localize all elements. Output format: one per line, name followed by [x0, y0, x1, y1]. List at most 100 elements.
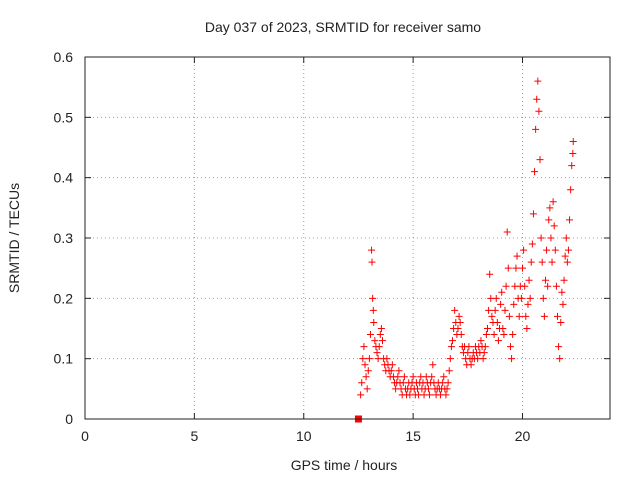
data-point — [522, 312, 530, 320]
data-point — [357, 391, 365, 399]
data-point — [492, 294, 500, 302]
data-point — [400, 373, 408, 381]
data-point — [569, 150, 577, 158]
data-point — [497, 300, 505, 308]
data-point — [501, 306, 509, 314]
data-point — [533, 95, 541, 103]
data-point — [442, 391, 450, 399]
data-point — [536, 156, 544, 164]
data-point — [364, 367, 372, 375]
data-point — [499, 325, 507, 332]
data-point — [369, 306, 377, 314]
data-point — [360, 343, 368, 351]
data-point — [510, 300, 518, 308]
data-point — [528, 240, 536, 248]
data-point — [526, 294, 534, 302]
data-point — [493, 318, 501, 326]
data-point — [551, 246, 559, 254]
data-point — [368, 258, 376, 266]
data-point — [552, 282, 560, 290]
data-point — [451, 306, 459, 314]
y-tick-label: 0.5 — [54, 109, 74, 125]
data-point — [566, 216, 574, 224]
data-point — [449, 337, 456, 345]
axes: 0 0.1 0.2 0.3 0.4 0.5 0.6 0 5 10 15 20 — [54, 49, 610, 444]
data-point — [428, 373, 436, 381]
data-point — [538, 258, 546, 266]
data-point — [456, 318, 464, 326]
data-point — [546, 204, 554, 212]
data-point — [457, 331, 465, 339]
data-point — [387, 367, 395, 375]
data-point — [395, 367, 403, 375]
x-tick-label: 15 — [405, 428, 421, 444]
data-point — [505, 312, 513, 320]
data-point — [362, 373, 370, 381]
data-point — [506, 343, 514, 351]
data-point — [488, 312, 496, 320]
data-point — [444, 379, 452, 387]
data-point — [549, 198, 557, 206]
data-point — [512, 264, 520, 272]
data-point — [383, 355, 391, 363]
data-point — [363, 385, 371, 393]
data-point — [555, 343, 563, 351]
data-point — [502, 282, 510, 290]
data-point — [564, 246, 572, 254]
data-point — [520, 246, 528, 254]
data-point — [556, 355, 564, 363]
data-point — [370, 318, 378, 326]
data-point — [527, 258, 535, 266]
data-point — [521, 282, 529, 290]
y-tick-label: 0.4 — [54, 170, 74, 186]
data-point — [494, 337, 502, 345]
data-point — [455, 312, 463, 320]
data-point — [454, 325, 462, 332]
y-axis-label: SRMTID / TECUs — [6, 183, 22, 293]
data-point — [524, 300, 532, 308]
data-point — [543, 246, 551, 254]
data-point — [567, 186, 575, 194]
data-points — [354, 77, 577, 423]
data-point — [563, 258, 571, 266]
data-point — [376, 331, 384, 339]
data-point — [539, 294, 547, 302]
y-tick-label: 0.1 — [54, 351, 74, 367]
data-point — [519, 264, 526, 272]
data-point — [409, 373, 417, 381]
data-point — [562, 234, 570, 242]
data-point — [541, 276, 549, 284]
y-tick-label: 0.3 — [54, 230, 74, 246]
chart-title: Day 037 of 2023, SRMTID for receiver sam… — [205, 19, 481, 35]
data-point — [535, 107, 543, 115]
data-point — [554, 312, 561, 320]
data-point — [361, 361, 369, 369]
data-point — [490, 331, 498, 339]
data-point — [477, 337, 485, 345]
x-axis-label: GPS time / hours — [291, 457, 398, 473]
data-point — [561, 252, 569, 260]
data-point — [509, 331, 517, 339]
data-point — [491, 306, 499, 314]
data-point — [358, 379, 366, 387]
data-point — [484, 325, 491, 332]
x-tick-label: 5 — [190, 428, 198, 444]
data-point — [560, 276, 568, 284]
plot-frame — [84, 56, 611, 420]
data-point — [486, 270, 494, 278]
data-point — [485, 306, 493, 314]
data-point — [532, 125, 540, 133]
x-tick-label: 20 — [515, 428, 531, 444]
data-point — [559, 300, 567, 308]
data-point — [548, 258, 556, 266]
data-point — [545, 216, 553, 224]
data-point — [482, 331, 490, 339]
data-point — [467, 361, 475, 369]
y-tick-label: 0.2 — [54, 290, 74, 306]
data-point — [568, 162, 576, 170]
grid-lines — [85, 57, 610, 419]
data-point — [446, 355, 454, 363]
data-point — [426, 391, 434, 399]
data-point — [534, 77, 542, 85]
data-point — [479, 355, 487, 363]
